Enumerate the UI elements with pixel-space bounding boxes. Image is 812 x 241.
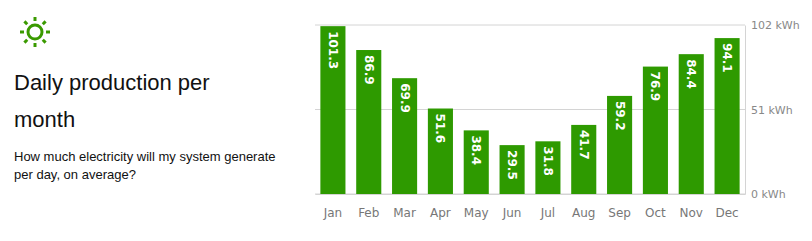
x-tick: Sep xyxy=(608,194,631,220)
title: Daily production per month xyxy=(14,64,264,138)
x-tick-label: Nov xyxy=(680,206,703,220)
data-label: 38.4 xyxy=(469,135,483,165)
bars xyxy=(320,26,739,194)
x-tick: May xyxy=(464,194,489,220)
x-axis: Jan Feb Mar Apr May Jun Jul Aug Sep Oct Nov Dec xyxy=(316,194,746,220)
data-labels: 101.3 86.9 69.9 51.6 38.4 29.5 31.8 41.7 59.2 76.… xyxy=(326,31,734,180)
data-label: 76.9 xyxy=(648,72,662,102)
x-tick-label: Feb xyxy=(358,206,379,220)
x-tick-label: Jun xyxy=(502,206,522,220)
y-axis-line xyxy=(745,26,746,195)
x-tick-label: Apr xyxy=(430,206,451,220)
y-axis: 0 kWh 51 kWh 102 kWh xyxy=(745,19,800,201)
sun-ray xyxy=(34,17,37,21)
bar xyxy=(356,50,381,194)
sun-ray xyxy=(34,43,37,47)
sun-ray xyxy=(43,21,46,24)
bar xyxy=(464,130,489,194)
x-tick-label: Jul xyxy=(540,206,555,220)
data-label: 101.3 xyxy=(326,31,340,69)
data-label: 31.8 xyxy=(541,146,555,176)
data-label: 69.9 xyxy=(398,83,412,113)
data-label: 29.5 xyxy=(505,150,519,180)
y-tick-label: 51 kWh xyxy=(751,104,793,117)
bar xyxy=(643,67,668,194)
bar xyxy=(679,54,704,194)
x-tick: Dec xyxy=(715,194,738,220)
subtitle: How much electricity will my system gene… xyxy=(14,148,276,184)
x-tick-label: Dec xyxy=(715,206,738,220)
y-tick: 0 kWh xyxy=(745,188,786,201)
x-tick-label: Oct xyxy=(645,206,666,220)
bar xyxy=(320,26,345,194)
bar xyxy=(715,38,740,194)
x-axis-line xyxy=(316,194,746,195)
bar xyxy=(571,125,596,194)
x-tick: Jan xyxy=(323,194,343,220)
x-tick-label: Aug xyxy=(572,206,595,220)
data-label: 84.4 xyxy=(684,59,698,89)
y-tick-label: 102 kWh xyxy=(751,19,800,32)
grid xyxy=(315,25,745,194)
sun-ray xyxy=(24,40,27,43)
chart: 101.3 86.9 69.9 51.6 38.4 29.5 31.8 41.7 59.2 76.… xyxy=(0,0,812,241)
data-label: 51.6 xyxy=(433,114,447,144)
grid-line xyxy=(315,25,745,26)
x-tick-label: Mar xyxy=(393,206,416,220)
y-tick-label: 0 kWh xyxy=(751,188,786,201)
x-tick: Aug xyxy=(572,194,595,220)
y-tick: 102 kWh xyxy=(745,19,800,32)
x-tick-label: Jan xyxy=(323,206,343,220)
x-tick: Oct xyxy=(645,194,666,220)
sun-icon xyxy=(14,12,58,52)
bar xyxy=(607,96,632,194)
sun-ray xyxy=(46,31,50,34)
x-tick: Feb xyxy=(358,194,379,220)
data-label: 41.7 xyxy=(577,130,591,160)
sun-ray xyxy=(24,21,27,24)
sun-ray xyxy=(20,31,24,34)
x-tick: Apr xyxy=(430,194,451,220)
sun-ray xyxy=(43,40,46,43)
bar xyxy=(428,109,453,194)
y-tick: 51 kWh xyxy=(745,104,793,117)
data-label: 86.9 xyxy=(362,55,376,85)
data-label: 59.2 xyxy=(613,101,627,131)
x-tick-label: May xyxy=(464,206,489,220)
data-label: 94.1 xyxy=(720,43,734,73)
x-tick: Nov xyxy=(680,194,703,220)
sun-core xyxy=(28,25,42,39)
x-tick: Mar xyxy=(393,194,416,220)
x-tick-label: Sep xyxy=(608,206,631,220)
x-tick: Jul xyxy=(540,194,555,220)
x-tick: Jun xyxy=(502,194,522,220)
bar xyxy=(392,78,417,194)
bar xyxy=(500,145,525,194)
bar xyxy=(535,141,560,194)
